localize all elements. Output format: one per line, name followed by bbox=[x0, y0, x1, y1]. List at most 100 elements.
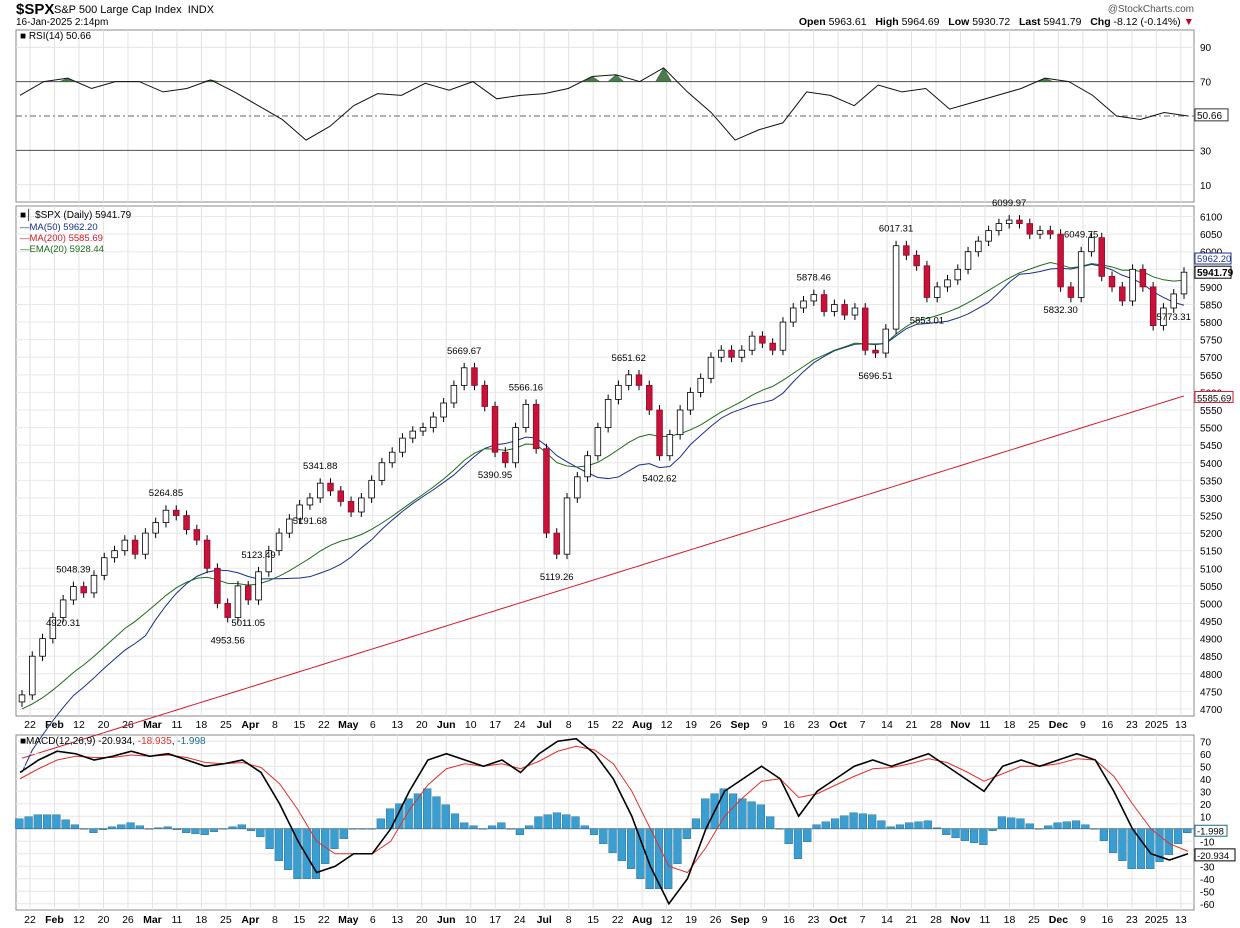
candle-body bbox=[481, 384, 488, 407]
candle-body bbox=[1108, 275, 1116, 288]
x-tick-label: Nov bbox=[951, 719, 971, 731]
macd-hist-last-box bbox=[1194, 824, 1228, 837]
x-tick-label-bottom: 11 bbox=[171, 914, 182, 926]
macd-histogram-bar bbox=[830, 818, 840, 829]
rsi-tick-label: 70 bbox=[1200, 78, 1212, 89]
macd-histogram-bar bbox=[599, 828, 608, 844]
candle-body bbox=[841, 304, 848, 316]
rsi-tick-label: 30 bbox=[1200, 146, 1212, 157]
rsi-overbought-fill bbox=[655, 67, 673, 82]
candle-body bbox=[903, 245, 910, 256]
ma50-last-box bbox=[1194, 252, 1232, 265]
price-annotation: 5341.88 bbox=[303, 461, 337, 472]
price-last-box bbox=[1194, 265, 1232, 279]
candle-body bbox=[646, 384, 653, 411]
x-tick-label: 22 bbox=[24, 719, 36, 731]
macd-histogram-bar bbox=[942, 828, 951, 835]
macd-histogram-bar bbox=[1044, 825, 1053, 829]
candle-body bbox=[39, 638, 46, 657]
chg-label: Chg bbox=[1090, 16, 1111, 28]
candle-body bbox=[316, 482, 324, 499]
macd-histogram-bar bbox=[895, 824, 905, 829]
candle-body bbox=[244, 585, 252, 601]
x-tick-label-bottom: 8 bbox=[566, 914, 572, 926]
macd-histogram-bar bbox=[756, 804, 766, 829]
macd-legend-sep: , bbox=[172, 736, 178, 747]
candle-body bbox=[779, 321, 787, 351]
ma50-last-label: 5962.20 bbox=[1197, 254, 1231, 265]
candle-body bbox=[111, 550, 118, 559]
x-tick-label-bottom: 13 bbox=[1175, 914, 1187, 926]
x-tick-label-bottom: 7 bbox=[860, 914, 866, 926]
macd-histogram-bar bbox=[348, 828, 358, 830]
price-annotation: 6099.97 bbox=[992, 198, 1026, 209]
x-tick-label-bottom: 12 bbox=[661, 914, 673, 926]
macd-histogram-bar bbox=[914, 821, 923, 829]
macd-histogram-bar bbox=[1062, 821, 1071, 829]
candle-body bbox=[687, 392, 694, 411]
x-tick-label: Oct bbox=[829, 719, 847, 731]
macd-histogram-bar bbox=[293, 828, 302, 879]
candle-body bbox=[440, 402, 447, 418]
candle-body bbox=[337, 490, 345, 502]
candle-body bbox=[584, 455, 591, 478]
price-tick-label: 4800 bbox=[1200, 670, 1223, 681]
rsi-last-box bbox=[1194, 108, 1229, 122]
macd-histogram-bar bbox=[339, 828, 348, 839]
macd-histogram-bar bbox=[840, 815, 849, 829]
candle-body bbox=[882, 328, 890, 354]
x-tick-label-bottom: 20 bbox=[98, 914, 110, 926]
x-tick-label: 20 bbox=[416, 719, 428, 731]
price-tick-label: 4850 bbox=[1200, 652, 1223, 663]
x-tick-label: 25 bbox=[220, 719, 232, 731]
x-tick-label-bottom: 6 bbox=[370, 914, 376, 926]
candle-body bbox=[1088, 237, 1095, 253]
x-tick-label: 16 bbox=[783, 719, 795, 731]
x-tick-label: 7 bbox=[860, 719, 866, 731]
x-tick-label-bottom: 19 bbox=[685, 914, 697, 926]
candle-body bbox=[1016, 219, 1023, 224]
macd-histogram-bar bbox=[209, 828, 219, 832]
macd-histogram-bar bbox=[302, 828, 311, 879]
price-tick-label: 5150 bbox=[1200, 547, 1223, 558]
macd-histogram-bar bbox=[1016, 818, 1025, 829]
x-tick-label: 24 bbox=[514, 719, 526, 731]
x-tick-label: Feb bbox=[45, 719, 64, 731]
candle-body bbox=[604, 399, 612, 428]
macd-histogram-bar bbox=[376, 818, 385, 829]
macd-histogram-bar bbox=[886, 826, 895, 829]
macd-histogram-bar bbox=[664, 828, 673, 889]
x-tick-label-bottom: 13 bbox=[391, 914, 403, 926]
macd-legend: ■MACD(12,26,9) -20.934, -18.935, -1.998 bbox=[20, 736, 206, 747]
candle-body bbox=[759, 335, 766, 344]
x-tick-label: 22 bbox=[318, 719, 330, 731]
x-tick-label-bottom: 25 bbox=[220, 914, 232, 926]
macd-histogram-bar bbox=[478, 828, 487, 830]
price-annotation: 6049.75 bbox=[1064, 230, 1098, 241]
candle-body bbox=[615, 384, 622, 400]
macd-histogram-bar bbox=[256, 828, 265, 837]
price-tick-label: 4950 bbox=[1200, 617, 1223, 628]
candle-body bbox=[892, 245, 900, 330]
x-tick-label-bottom: Feb bbox=[45, 914, 64, 926]
x-tick-label-bottom: 8 bbox=[272, 914, 278, 926]
macd-histogram-bar bbox=[747, 801, 756, 829]
candle-body bbox=[697, 377, 704, 393]
macd-histogram-bar bbox=[515, 828, 524, 835]
candle-body bbox=[142, 532, 149, 555]
macd-histogram-bar bbox=[682, 828, 691, 839]
x-tick-label-bottom: Jun bbox=[437, 914, 456, 926]
candle-body bbox=[193, 529, 201, 541]
macd-line bbox=[19, 737, 1189, 906]
candle-body bbox=[964, 251, 972, 270]
macd-histogram-bar bbox=[200, 828, 209, 835]
candle-body bbox=[286, 518, 293, 534]
macd-histogram-bar bbox=[395, 803, 404, 829]
price-tick-label: 5800 bbox=[1200, 318, 1223, 329]
down-arrow-icon: ▼ bbox=[1183, 16, 1194, 28]
macd-histogram-bar bbox=[1118, 828, 1127, 861]
macd-histogram-bar bbox=[969, 828, 979, 843]
candle-body bbox=[265, 550, 273, 573]
candle-body bbox=[378, 462, 386, 481]
macd-histogram-bar bbox=[932, 827, 942, 829]
